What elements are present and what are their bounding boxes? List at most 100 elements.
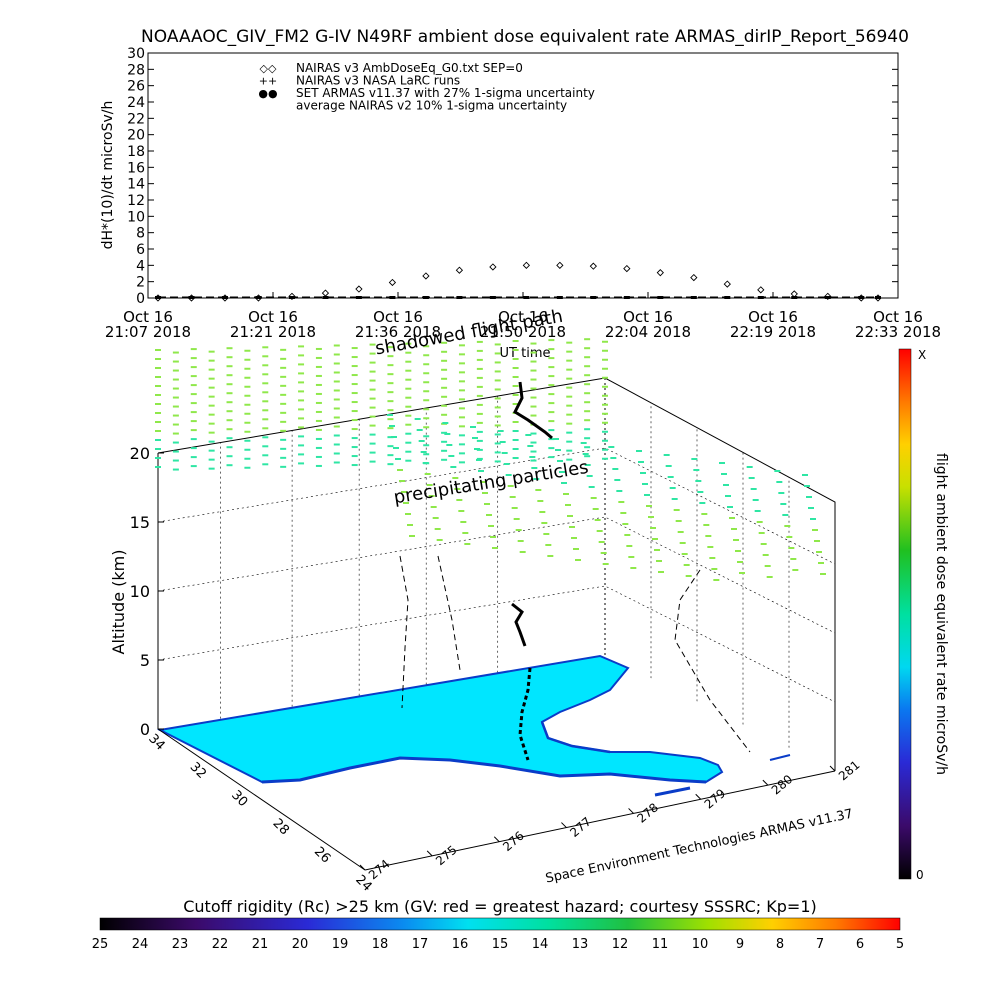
dose-y-tick-label: 26 <box>127 79 145 95</box>
z-tick-label: 15 <box>130 513 150 532</box>
cutoff-tick-label: 11 <box>652 937 669 952</box>
dose-point-nairas <box>455 266 464 274</box>
bahamas-coast <box>769 754 791 761</box>
z-axis-ticks: 0 5 10 15 20 <box>130 444 164 739</box>
dose-y-tick-label: 6 <box>136 242 145 258</box>
dose-point-nairas <box>690 273 698 282</box>
dose-point-nairas <box>757 286 765 294</box>
dose-point-armas <box>523 296 530 299</box>
lat-tick-label: 30 <box>228 788 250 810</box>
cutoff-tick-label: 15 <box>492 937 509 952</box>
keys-coast <box>654 786 691 797</box>
dose-colorbar <box>898 348 912 880</box>
lon-tick <box>359 864 366 871</box>
z-tick-label: 20 <box>130 444 150 463</box>
dose-point-armas <box>657 296 664 299</box>
cutoff-tick-label: 21 <box>252 937 269 952</box>
dose-x-tick-date: Oct 16 <box>623 308 673 326</box>
dose-point-nairas <box>656 269 664 277</box>
cutoff-colorbar <box>99 917 901 931</box>
dose-x-tick-date: Oct 16 <box>123 308 173 326</box>
cutoff-tick-label: 19 <box>332 937 349 952</box>
colorbar-bottom-label: 0 <box>916 868 924 882</box>
dose-x-tick-time: 21:07 2018 <box>105 323 191 341</box>
dose-x-tick-time: 21:21 2018 <box>230 323 316 341</box>
box-top-edge <box>157 377 836 771</box>
lon-tick <box>829 765 836 772</box>
dose-y-tick-label: 0 <box>136 291 145 307</box>
dose-x-tick-date: Oct 16 <box>873 308 923 326</box>
particle-field <box>155 338 826 581</box>
cutoff-tick-label: 6 <box>856 937 864 952</box>
lon-tick <box>426 850 433 857</box>
z-tick-label: 0 <box>140 720 150 739</box>
cutoff-tick-label: 12 <box>612 937 629 952</box>
cutoff-tick-label: 24 <box>132 937 149 952</box>
dose-y-tick-label: 20 <box>127 128 145 144</box>
dose-point-nairas <box>489 263 497 271</box>
dose-point-nairas <box>824 292 832 301</box>
dose-point-armas <box>188 296 195 299</box>
cutoff-tick-label: 7 <box>816 937 824 952</box>
dose-series <box>154 261 882 302</box>
dose-y-tick-label: 16 <box>127 160 145 176</box>
legend-entry: NAIRAS v3 NASA LaRC runs <box>296 74 460 88</box>
dose-x-tick-date: Oct 16 <box>748 308 798 326</box>
shadow-path-mid <box>437 555 461 671</box>
lon-tick <box>493 836 500 843</box>
dose-point-armas <box>322 296 329 299</box>
cutoff-ticks: 25 24 23 22 21 20 19 18 17 16 15 14 13 12 11 10 9 8 7 6 5 <box>92 937 904 952</box>
coastline <box>261 756 707 784</box>
dose-y-label: dH*(10)/dt microSv/h <box>100 101 116 250</box>
legend-entry: average NAIRAS v2 10% 1-sigma uncertaint… <box>296 99 567 113</box>
colorbar-label: flight ambient dose equivalent rate micr… <box>933 453 949 775</box>
alt-gridline <box>157 585 836 703</box>
alt-gridline <box>157 447 836 565</box>
dose-y-tick-label: 4 <box>136 258 145 274</box>
annotation-precipitating: precipitating particles <box>392 457 590 509</box>
page-title: NOAAAOC_GIV_FM2 G-IV N49RF ambient dose … <box>141 27 909 47</box>
dose-x-tick-time: 22:33 2018 <box>855 323 941 341</box>
dose-y-tick-label: 10 <box>127 209 145 225</box>
box-gridlines <box>157 396 836 748</box>
cutoff-tick-label: 16 <box>452 937 469 952</box>
flight-track-middle <box>511 602 527 647</box>
dose-point-nairas <box>556 261 564 269</box>
dose-x-tick-date: Oct 16 <box>373 308 423 326</box>
dose-legend: ◇◇ NAIRAS v3 AmbDoseEq_G0.txt SEP=0 ++ NAIR… <box>258 61 594 113</box>
dose-point-nairas <box>355 285 363 293</box>
cutoff-tick-label: 8 <box>776 937 784 952</box>
cutoff-tick-label: 5 <box>896 937 904 952</box>
lon-axis-line <box>364 770 836 871</box>
dose-point-armas <box>824 296 831 299</box>
lon-tick <box>695 793 702 800</box>
flight-track <box>511 381 553 761</box>
z-tick-label: 5 <box>140 651 150 670</box>
alt-gridline <box>157 516 836 634</box>
cutoff-tick-label: 17 <box>412 937 429 952</box>
dose-y-tick-label: 24 <box>127 95 145 111</box>
dose-point-nairas <box>623 264 631 273</box>
dose-point-nairas <box>422 272 430 280</box>
shadow-path-left <box>399 555 409 709</box>
dose-x-tick-time: 22:19 2018 <box>730 323 816 341</box>
cutoff-tick-label: 25 <box>92 937 109 952</box>
cutoff-tick-label: 13 <box>572 937 589 952</box>
flight-track-lower <box>518 667 532 761</box>
dose-y-tick-label: 22 <box>127 111 145 127</box>
lat-tick-label: 32 <box>187 760 209 782</box>
z-tick-label: 10 <box>130 582 150 601</box>
legend-entry: NAIRAS v3 AmbDoseEq_G0.txt SEP=0 <box>296 61 523 75</box>
legend-symbol: ++ <box>259 75 277 88</box>
legend-symbol: ◇◇ <box>260 62 277 75</box>
dose-point-armas <box>355 296 362 299</box>
dose-y-tick-label: 12 <box>127 193 145 209</box>
dose-x-tick-date: Oct 16 <box>498 308 548 326</box>
cutoff-rigidity-legend: Cutoff rigidity (Rc) >25 km (GV: red = g… <box>92 897 904 952</box>
dose-x-tick-date: Oct 16 <box>248 308 298 326</box>
lat-tick-label: 28 <box>270 816 292 838</box>
dose-point-armas <box>875 296 881 299</box>
